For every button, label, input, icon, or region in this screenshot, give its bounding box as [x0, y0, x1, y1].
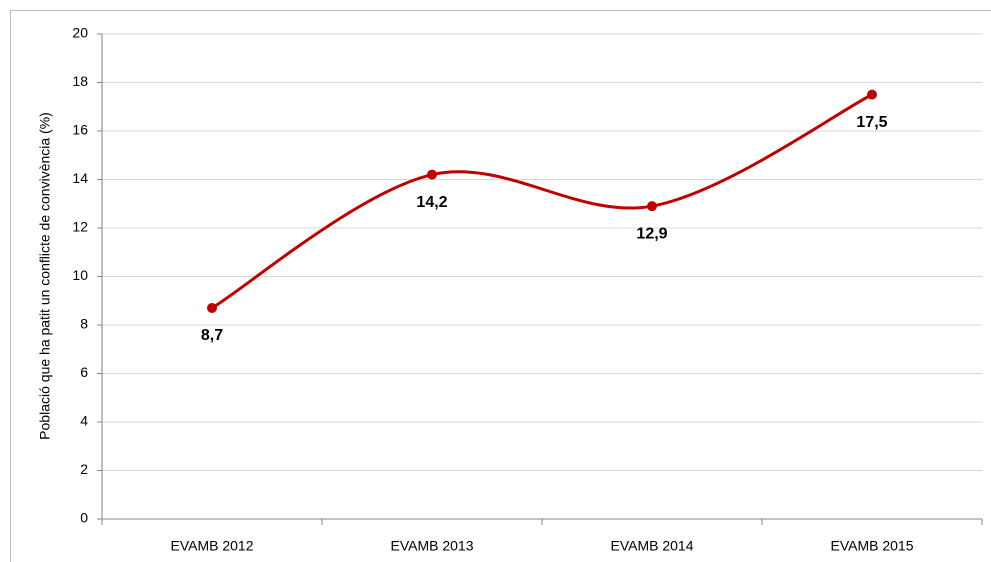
- x-tick-label: EVAMB 2013: [390, 538, 473, 554]
- y-tick-label: 20: [72, 25, 88, 41]
- chart-frame: [10, 10, 991, 562]
- y-tick-label: 12: [72, 219, 88, 235]
- x-tick-label: EVAMB 2015: [830, 538, 913, 554]
- marker: [207, 303, 217, 314]
- y-tick-label: 14: [72, 170, 88, 186]
- y-tick-label: 0: [80, 510, 88, 526]
- y-tick-label: 4: [80, 413, 88, 429]
- data-label: 12,9: [636, 225, 667, 242]
- y-tick-label: 2: [80, 461, 88, 477]
- marker: [867, 89, 877, 100]
- y-tick-label: 16: [72, 122, 88, 138]
- data-label: 17,5: [856, 114, 887, 131]
- y-tick-label: 10: [72, 267, 88, 283]
- x-tick-label: EVAMB 2012: [170, 538, 253, 554]
- line: [211, 93, 873, 310]
- y-tick-label: 8: [80, 316, 88, 332]
- marker: [427, 169, 437, 180]
- y-tick-label: 18: [72, 73, 88, 89]
- data-label: 8,7: [201, 327, 223, 344]
- y-tick-label: 6: [80, 364, 88, 380]
- x-tick-label: EVAMB 2014: [610, 538, 693, 554]
- y-axis-label: Població que ha patit un conflicte de co…: [37, 112, 53, 440]
- data-label: 14,2: [416, 194, 447, 211]
- marker: [647, 201, 657, 212]
